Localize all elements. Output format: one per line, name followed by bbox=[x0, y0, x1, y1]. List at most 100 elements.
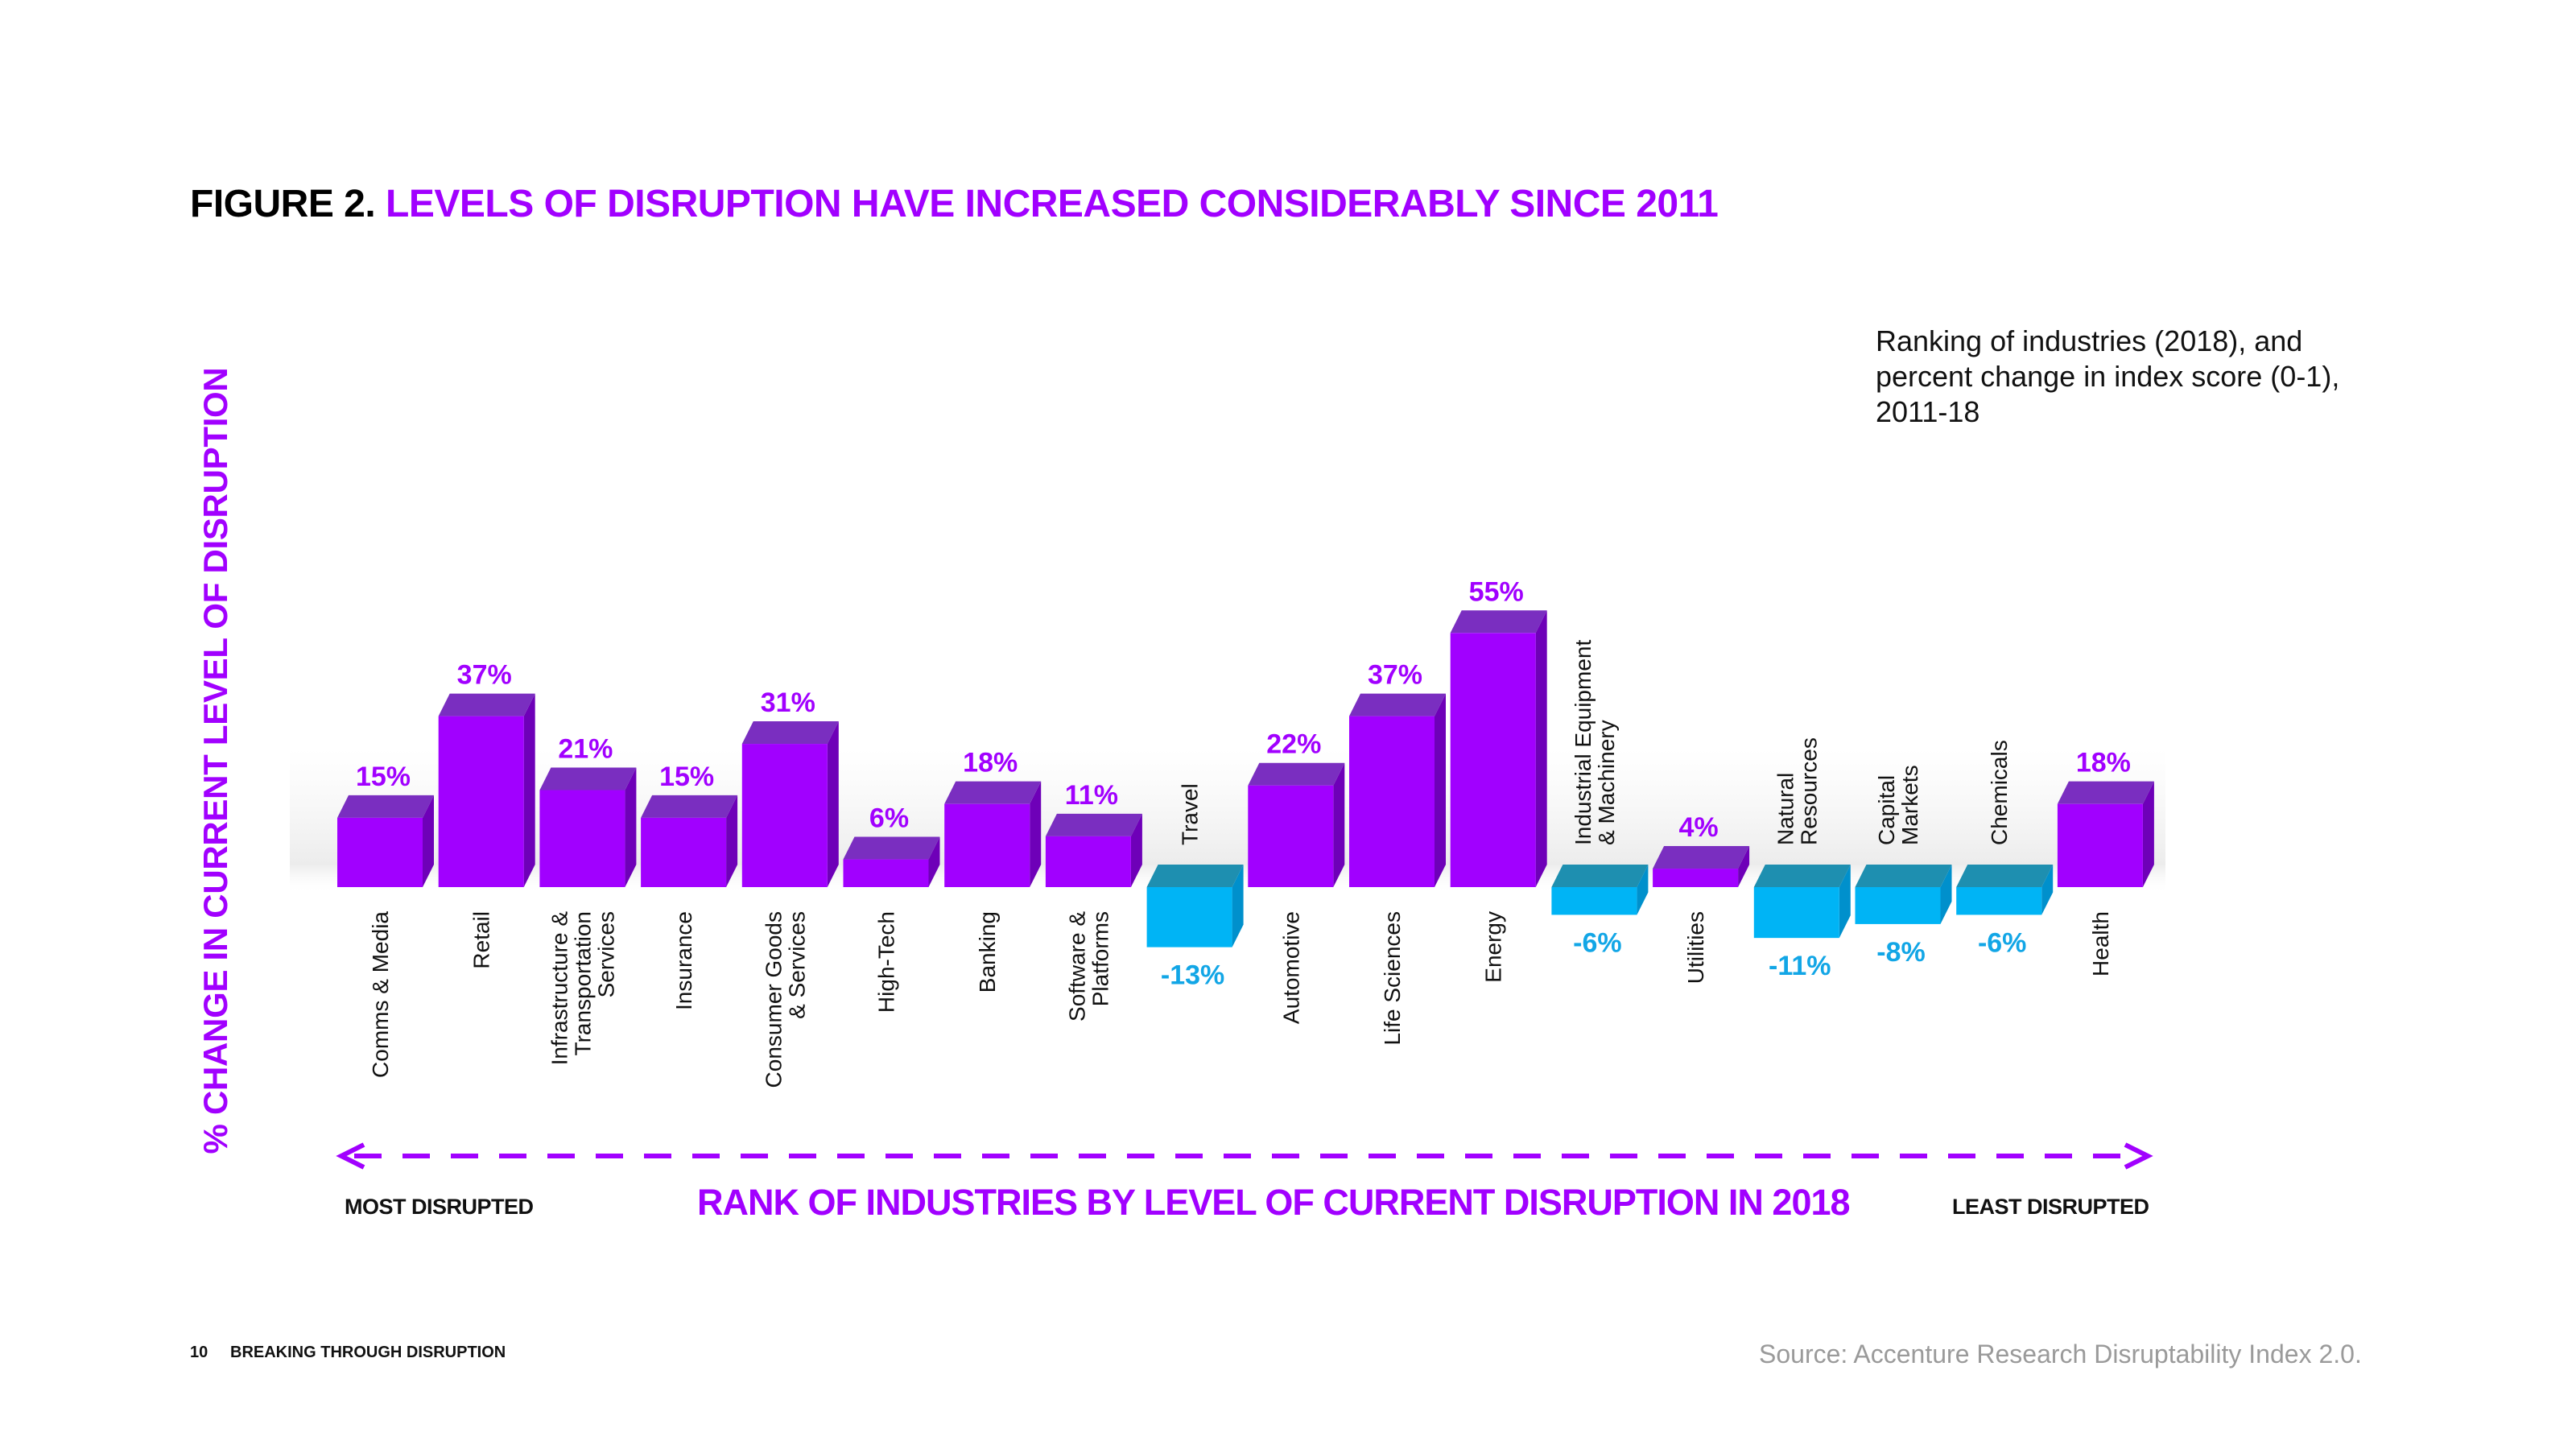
bar bbox=[1248, 785, 1334, 887]
least-disrupted-label: LEAST DISRUPTED bbox=[1952, 1195, 2149, 1219]
category-label-line: Retail bbox=[469, 911, 494, 969]
data-label: 22% bbox=[1266, 729, 1321, 760]
bar-group: 22% Automotive bbox=[1248, 729, 1345, 1024]
bar-side bbox=[928, 836, 940, 887]
data-label: 21% bbox=[558, 733, 613, 764]
figure-heading: LEVELS OF DISRUPTION HAVE INCREASED CONS… bbox=[386, 183, 1719, 225]
category-label: Energy bbox=[1481, 911, 1506, 983]
category-label-line: Industrial Equipment bbox=[1571, 640, 1596, 845]
bar-side bbox=[1738, 846, 1750, 887]
category-label-line: Consumer Goods bbox=[761, 911, 786, 1088]
page-number: 10 bbox=[190, 1344, 208, 1361]
data-label: 6% bbox=[869, 803, 909, 834]
category-label: Software &Platforms bbox=[1064, 911, 1113, 1022]
bar-top bbox=[2057, 781, 2154, 804]
category-label-line: Platforms bbox=[1088, 911, 1113, 1006]
category-label: Automotive bbox=[1278, 911, 1303, 1024]
category-label-line: Comms & Media bbox=[368, 911, 393, 1078]
category-label: NaturalResources bbox=[1773, 737, 1821, 845]
bar bbox=[1956, 887, 2042, 915]
category-label-line: & Machinery bbox=[1594, 720, 1619, 845]
category-label-line: Transportation bbox=[570, 911, 595, 1056]
category-label: CapitalMarkets bbox=[1874, 765, 1922, 845]
bar-group: 15% Comms & Media bbox=[337, 762, 434, 1078]
bar bbox=[1653, 869, 1739, 887]
document-title: BREAKING THROUGH DISRUPTION bbox=[230, 1344, 506, 1361]
bar-top bbox=[641, 795, 738, 818]
category-label: Retail bbox=[469, 911, 494, 969]
category-label-line: Chemicals bbox=[1987, 740, 2012, 845]
bar-top bbox=[1045, 813, 1142, 836]
bar-side bbox=[1839, 865, 1851, 939]
category-label: Comms & Media bbox=[368, 911, 393, 1078]
category-label: High-Tech bbox=[874, 911, 899, 1013]
bar-group: -13% Travel bbox=[1146, 783, 1244, 991]
category-label: Banking bbox=[975, 911, 1000, 993]
x-axis-label: RANK OF INDUSTRIES BY LEVEL OF CURRENT D… bbox=[697, 1182, 1851, 1223]
data-label: 15% bbox=[659, 762, 714, 792]
subtitle-line: percent change in index score (0-1), bbox=[1876, 360, 2340, 393]
bar bbox=[1045, 836, 1131, 887]
data-label: 55% bbox=[1469, 576, 1524, 607]
category-label-line: Insurance bbox=[671, 911, 696, 1010]
bar bbox=[641, 817, 727, 887]
bar-group: -6% Industrial Equipment& Machinery bbox=[1551, 640, 1649, 958]
data-label: 37% bbox=[1368, 660, 1422, 691]
category-label: Consumer Goods& Services bbox=[761, 911, 809, 1088]
category-label-line: Travel bbox=[1178, 783, 1203, 845]
bar-side bbox=[423, 795, 434, 887]
bar-top bbox=[741, 721, 839, 745]
bar-top bbox=[1855, 865, 1952, 887]
category-label-line: Automotive bbox=[1278, 911, 1303, 1024]
bar bbox=[539, 790, 625, 887]
source-note: Source: Accenture Research Disruptabilit… bbox=[1759, 1340, 2362, 1368]
rank-arrow-left-head bbox=[336, 1142, 365, 1170]
bar-side bbox=[1030, 781, 1042, 887]
data-label: -11% bbox=[1769, 951, 1831, 981]
bar-side bbox=[827, 721, 839, 887]
bar-side bbox=[1435, 693, 1446, 887]
bar-side bbox=[1940, 865, 1952, 924]
bar-group: 37% Life Sciences bbox=[1349, 660, 1446, 1046]
bar-top bbox=[1146, 865, 1244, 887]
bar-top bbox=[843, 836, 940, 860]
bar-group: 6% High-Tech bbox=[843, 803, 940, 1013]
category-label: Chemicals bbox=[1987, 740, 2012, 845]
bar-side bbox=[1637, 865, 1649, 915]
bar-group: -6% Chemicals bbox=[1956, 740, 2054, 958]
category-label: Insurance bbox=[671, 911, 696, 1010]
category-label-line: Energy bbox=[1481, 911, 1506, 983]
bar-top bbox=[539, 767, 637, 791]
category-label: Infrastructure &TransportationServices bbox=[547, 911, 618, 1066]
bar-group: 11% Software &Platforms bbox=[1045, 780, 1142, 1022]
subtitle-line: Ranking of industries (2018), and bbox=[1876, 324, 2303, 357]
category-label-line: Capital bbox=[1874, 775, 1899, 845]
bar-top bbox=[1956, 865, 2054, 887]
bar-side bbox=[1333, 762, 1345, 887]
category-label-line: Utilities bbox=[1683, 911, 1708, 984]
category-label-line: Banking bbox=[975, 911, 1000, 993]
bar-side bbox=[1535, 610, 1547, 887]
category-label: Industrial Equipment& Machinery bbox=[1571, 640, 1619, 845]
bar bbox=[438, 716, 524, 887]
most-disrupted-label: MOST DISRUPTED bbox=[345, 1195, 534, 1219]
category-label-line: High-Tech bbox=[874, 911, 899, 1013]
bar-top bbox=[1450, 610, 1547, 634]
figure-title: FIGURE 2. LEVELS OF DISRUPTION HAVE INCR… bbox=[190, 182, 1719, 226]
bar-group: -8% CapitalMarkets bbox=[1855, 765, 1952, 968]
data-label: 11% bbox=[1065, 780, 1118, 811]
category-label-line: Natural bbox=[1773, 773, 1798, 845]
data-label: 31% bbox=[761, 687, 815, 718]
bar bbox=[2057, 803, 2143, 887]
chart-subtitle: Ranking of industries (2018), and percen… bbox=[1876, 324, 2455, 430]
data-label: -6% bbox=[1573, 927, 1621, 958]
bar bbox=[1146, 887, 1232, 947]
figure-label: FIGURE 2. bbox=[190, 183, 376, 225]
bar-top bbox=[1551, 865, 1649, 887]
data-label: 18% bbox=[963, 748, 1018, 778]
category-label-line: Infrastructure & bbox=[547, 911, 572, 1066]
category-label-line: Life Sciences bbox=[1380, 911, 1405, 1046]
bar-top bbox=[1753, 865, 1851, 887]
bar-top bbox=[1349, 693, 1446, 716]
data-label: 4% bbox=[1679, 812, 1719, 843]
